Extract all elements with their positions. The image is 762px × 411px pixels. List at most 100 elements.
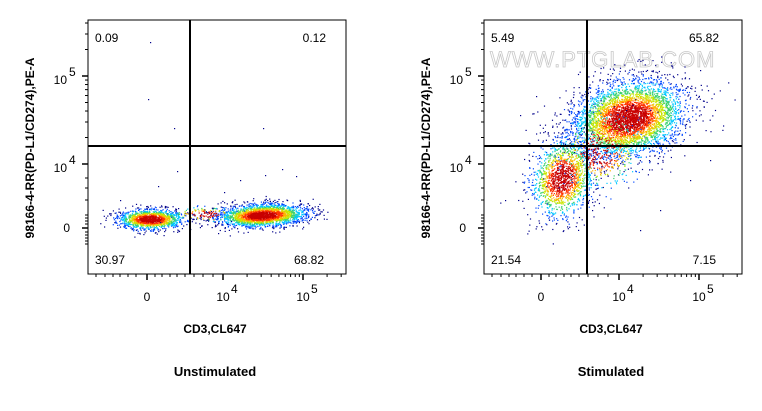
event-point	[276, 202, 277, 203]
event-point	[176, 213, 177, 214]
event-point	[651, 140, 652, 141]
event-point	[637, 105, 638, 106]
event-point	[276, 226, 277, 227]
event-point	[648, 96, 649, 97]
event-point	[182, 217, 183, 218]
event-point	[156, 213, 157, 214]
event-point	[609, 97, 610, 98]
event-point	[297, 225, 298, 226]
event-point	[124, 223, 125, 224]
event-point	[313, 208, 314, 209]
event-point	[136, 217, 137, 218]
event-point	[216, 226, 217, 227]
event-point	[283, 206, 284, 207]
event-point	[214, 215, 215, 216]
event-point	[264, 216, 265, 217]
event-point	[156, 212, 157, 213]
event-point	[284, 210, 285, 211]
event-point	[194, 219, 195, 220]
event-point	[256, 227, 257, 228]
event-point	[126, 218, 127, 219]
event-point	[171, 222, 172, 223]
event-point	[235, 217, 236, 218]
event-point	[279, 212, 280, 213]
event-point	[278, 214, 279, 215]
event-point	[228, 226, 229, 227]
event-point	[179, 212, 180, 213]
event-point	[236, 216, 237, 217]
event-point	[141, 226, 142, 227]
event-point	[235, 215, 236, 216]
event-point	[140, 216, 141, 217]
y-tick-label: 10	[54, 161, 68, 175]
event-point	[168, 220, 169, 221]
event-point	[134, 216, 135, 217]
event-point	[241, 208, 242, 209]
event-point	[181, 223, 182, 224]
event-point	[259, 217, 260, 218]
event-point	[664, 153, 665, 154]
event-point	[253, 216, 254, 217]
event-point	[241, 220, 242, 221]
event-point	[228, 215, 229, 216]
event-point	[241, 216, 242, 217]
event-point	[212, 218, 213, 219]
event-point	[610, 162, 611, 163]
event-point	[582, 137, 583, 138]
event-point	[276, 221, 277, 222]
event-point	[634, 76, 635, 77]
event-point	[176, 211, 177, 212]
event-point	[279, 223, 280, 224]
event-point	[254, 205, 255, 206]
event-point	[121, 215, 122, 216]
event-point	[155, 211, 156, 212]
event-point	[257, 223, 258, 224]
event-point	[148, 99, 149, 100]
event-point	[251, 225, 252, 226]
event-point	[177, 220, 178, 221]
event-point	[278, 208, 279, 209]
event-point	[288, 220, 289, 221]
event-point	[144, 225, 145, 226]
event-point	[140, 227, 141, 228]
event-point	[218, 203, 219, 204]
event-point	[224, 202, 225, 203]
event-point	[266, 205, 267, 206]
event-point	[274, 206, 275, 207]
event-point	[569, 129, 570, 130]
event-point	[320, 211, 321, 212]
event-point	[282, 169, 283, 170]
event-point	[601, 68, 602, 69]
event-point	[301, 203, 302, 204]
event-point	[281, 209, 282, 210]
event-point	[269, 210, 270, 211]
event-point	[649, 97, 650, 98]
event-point	[275, 232, 276, 233]
event-point	[258, 215, 259, 216]
event-point	[265, 222, 266, 223]
event-point	[617, 147, 618, 148]
event-point	[226, 211, 227, 212]
event-point	[319, 209, 320, 210]
event-point	[649, 169, 650, 170]
event-point	[165, 230, 166, 231]
event-point	[279, 207, 280, 208]
event-point	[262, 222, 263, 223]
event-point	[639, 79, 640, 80]
event-point	[219, 210, 220, 211]
event-point	[274, 211, 275, 212]
event-point	[585, 120, 586, 121]
event-point	[308, 214, 309, 215]
event-point	[207, 217, 208, 218]
event-point	[243, 223, 244, 224]
event-point	[239, 206, 240, 207]
event-point	[224, 210, 225, 211]
event-point	[560, 122, 561, 123]
event-point	[227, 221, 228, 222]
event-point	[274, 217, 275, 218]
quadrant-label-lower-right: 68.82	[294, 253, 324, 267]
event-point	[176, 216, 177, 217]
event-point	[261, 202, 262, 203]
event-point	[113, 210, 114, 211]
event-point	[282, 220, 283, 221]
